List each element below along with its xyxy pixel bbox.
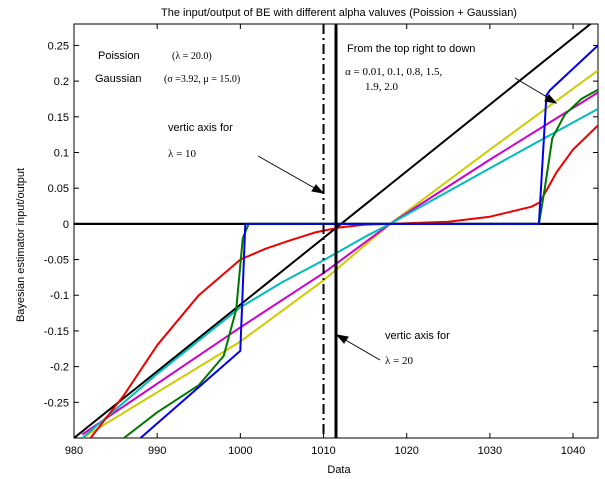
x-tick-label: 980 (65, 445, 83, 457)
lambda-10-arrow-head (311, 184, 325, 194)
x-tick-label: 1040 (561, 445, 585, 457)
y-tick-label: -0.15 (44, 326, 69, 338)
axis-ticks: 980 990 1000 1010 1020 1030 1040 -0.25 -0.2 -0.15… (44, 24, 598, 457)
order-note: From the top right to down (347, 43, 475, 55)
alpha-values-line1: α = 0.01, 0.1, 0.8, 1.5, (345, 66, 442, 78)
gaussian-label: Gaussian (95, 73, 141, 85)
chart-title: The input/output of BE with different al… (161, 7, 517, 19)
x-tick-label: 1000 (228, 445, 252, 457)
series-line-2 (81, 91, 598, 436)
y-tick-label: 0.25 (48, 40, 69, 52)
y-axis-label: Bayesian estimator input/output (15, 168, 27, 322)
poission-param: (λ = 20.0) (172, 51, 212, 62)
legend-annotations: Poission (λ = 20.0) Gaussian (σ =3.92, μ… (95, 43, 475, 367)
y-tick-label: 0.05 (48, 183, 69, 195)
y-tick-label: 0.1 (54, 147, 69, 159)
lambda-20-arrow-line (341, 337, 381, 361)
alpha-values-line2: 1.9, 2.0 (365, 81, 399, 93)
x-tick-label: 1030 (478, 445, 502, 457)
lambda-20-label: λ = 20 (385, 355, 414, 367)
lambda-20-arrow-head (335, 334, 349, 344)
y-tick-label: -0.25 (44, 397, 69, 409)
y-tick-label: 0.15 (48, 112, 69, 124)
y-tick-label: -0.1 (50, 290, 69, 302)
series-line-6 (139, 44, 598, 438)
poission-label: Poission (98, 50, 140, 62)
gaussian-param: (σ =3.92, μ = 15.0) (164, 74, 240, 85)
x-axis-label: Data (327, 464, 351, 476)
x-tick-label: 1020 (394, 445, 418, 457)
vertic-axis-label-2: vertic axis for (385, 330, 450, 342)
vertic-axis-label-1: vertic axis for (168, 122, 233, 134)
x-tick-label: 990 (148, 445, 166, 457)
series-lines (74, 24, 598, 438)
x-tick-label: 1010 (311, 445, 335, 457)
alpha-arrow-head (544, 94, 558, 104)
annotation-arrows (257, 77, 558, 361)
vertical-reference-lines (322, 24, 338, 438)
y-tick-label: -0.05 (44, 255, 69, 267)
y-tick-label: -0.2 (50, 362, 69, 374)
y-tick-label: 0.2 (54, 76, 69, 88)
lambda-10-arrow-line (257, 155, 319, 191)
series-line-1 (81, 69, 598, 438)
alpha-arrow-line (514, 77, 553, 101)
y-tick-label: 0 (63, 219, 69, 231)
lambda-10-label: λ = 10 (168, 148, 197, 160)
